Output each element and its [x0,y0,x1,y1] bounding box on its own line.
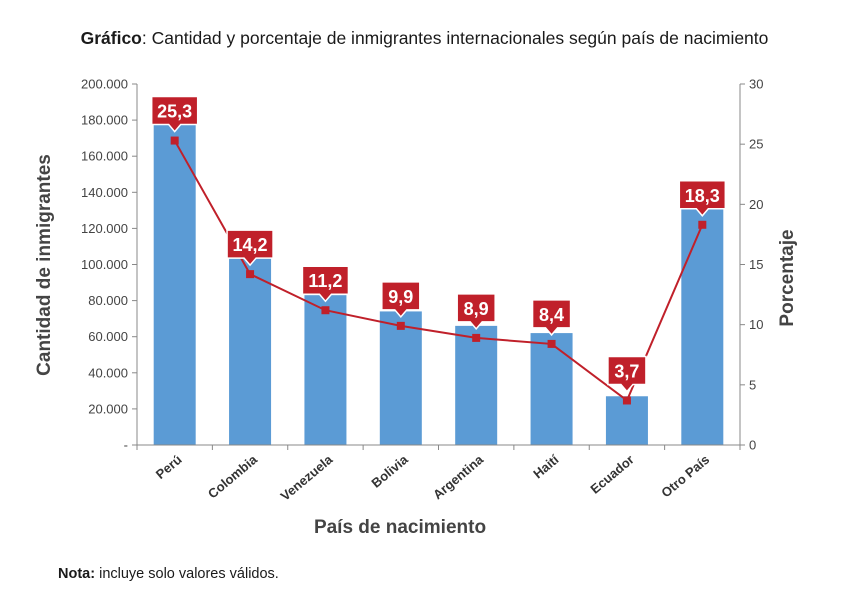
y-tick-label-10: 200.000 [81,77,128,92]
x-tick-label-0: Perú [153,452,185,482]
y2-tick-label-4: 20 [749,197,763,212]
data-label-box-6 [607,355,647,393]
chart-note: Nota: incluye solo valores válidos. [58,566,279,582]
y-tick-label-6: 120.000 [81,221,128,236]
y2-tick-label-2: 10 [749,317,763,332]
x-tick-label-2: Venezuela [278,451,336,503]
data-label-2: 11,2 [308,271,342,291]
bar-2 [304,295,347,445]
data-label-box-2 [301,265,350,303]
data-label-3: 9,9 [388,287,413,307]
data-label-box-7 [678,180,727,217]
y-tick-label-5: 100.000 [81,257,128,272]
data-label-box-3 [381,281,421,319]
y-axis-title: Cantidad de inmigrantes [34,154,55,376]
y-tick-label-8: 160.000 [81,149,128,164]
note-bold: Nota: [58,566,96,582]
y-tick-label-0: - [124,438,128,453]
data-label-6: 3,7 [614,361,639,381]
note-text: incluye solo valores válidos. [95,566,279,582]
data-label-4: 8,9 [464,299,489,319]
percent-marker-6 [622,396,631,405]
data-label-0: 25,3 [157,102,192,122]
percent-marker-4 [472,333,481,342]
bar-5 [530,333,573,445]
y-tick-label-2: 40.000 [88,365,128,380]
percent-marker-5 [547,339,556,348]
data-label-box-1 [226,229,274,267]
percent-line [173,140,704,403]
data-label-box-4 [456,293,496,331]
x-tick-label-6: Ecuador [587,452,636,497]
y2-tick-label-6: 30 [749,77,763,92]
chart-title-text: : Cantidad y porcentaje de inmigrantes i… [141,28,769,48]
x-tick-label-4: Argentina [430,451,487,502]
bar-1 [229,254,272,445]
y-tick-label-1: 20.000 [88,401,128,416]
chart-title: Gráfico: Cantidad y porcentaje de inmigr… [0,28,849,49]
y2-tick-label-1: 5 [749,377,756,392]
data-label-box-5 [531,299,572,337]
y2-tick-label-0: 0 [749,438,756,453]
x-tick-label-7: Otro País [658,452,712,501]
percent-marker-7 [698,220,707,229]
y-tick-label-4: 80.000 [88,293,128,308]
y-tick-label-7: 140.000 [81,185,128,200]
percent-marker-2 [321,306,330,315]
y2-axis-title: Porcentaje [777,229,798,326]
x-tick-label-5: Haití [530,452,562,482]
percent-marker-1 [246,270,255,279]
data-label-7: 18,3 [685,186,720,206]
percent-marker-3 [396,321,405,330]
bar-7 [681,199,724,445]
bar-3 [379,311,422,445]
data-label-1: 14,2 [233,235,268,255]
chart-title-bold: Gráfico [80,28,142,48]
y2-tick-label-3: 15 [749,257,763,272]
y-tick-label-3: 60.000 [88,329,128,344]
x-tick-label-3: Bolivia [368,451,411,490]
bar-0 [153,106,196,445]
y2-tick-label-5: 25 [749,137,763,152]
bar-4 [455,325,498,445]
y-tick-label-9: 180.000 [81,113,128,128]
data-label-box-0 [150,95,199,133]
data-label-5: 8,4 [539,305,564,325]
x-axis-title: País de nacimiento [314,517,486,538]
percent-marker-0 [170,136,179,145]
x-tick-label-1: Colombia [205,451,261,501]
